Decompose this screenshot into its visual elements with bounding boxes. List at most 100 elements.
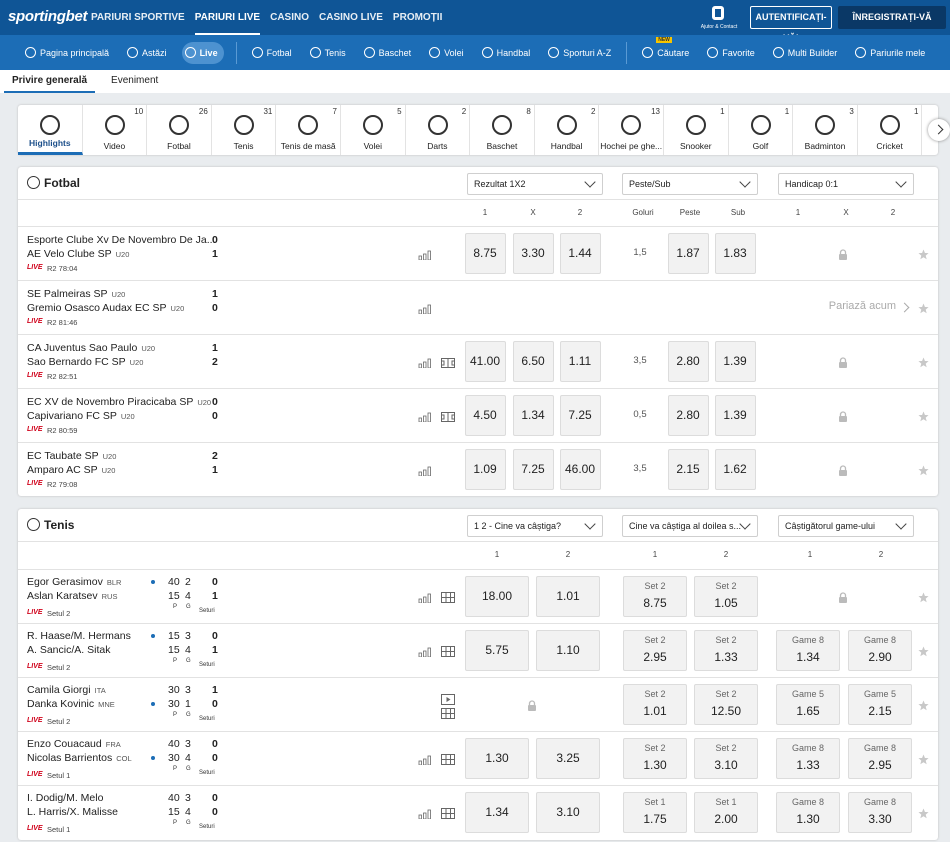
stats-icon[interactable] xyxy=(418,463,432,481)
help-link[interactable]: Ajutor & Contact xyxy=(700,24,738,30)
login-button[interactable]: AUTENTIFICAȚI-VĂ! xyxy=(750,6,832,43)
set-odds-button[interactable]: Set 2 3.10 xyxy=(694,738,758,779)
stats-icon[interactable] xyxy=(418,301,432,319)
sub-nav-item[interactable]: Căutare NEW xyxy=(639,36,692,64)
nav-link[interactable]: PROMOȚII xyxy=(392,12,443,23)
register-button[interactable]: ÎNREGISTRAȚI-VĂ ACUM! xyxy=(838,6,946,45)
odds-button[interactable]: 1.87 xyxy=(667,233,709,274)
sport-item[interactable]: Baschet 8 xyxy=(470,105,535,155)
favorite-star[interactable] xyxy=(918,301,929,319)
set-odds-button[interactable]: Set 2 1.05 xyxy=(694,576,758,617)
market-dropdown[interactable]: 1 2 - Cine va câștiga? xyxy=(467,515,603,537)
stats-icon[interactable] xyxy=(418,247,432,265)
odds-button[interactable]: 1.39 xyxy=(714,341,756,382)
sport-item[interactable]: Fotbal 26 xyxy=(147,105,212,155)
sub-nav-item[interactable]: Pariurile mele xyxy=(852,42,928,64)
sport-item[interactable]: Darts 2 xyxy=(406,105,471,155)
odds-button[interactable]: 5.75 xyxy=(465,630,529,671)
odds-button[interactable]: 18.00 xyxy=(465,576,529,617)
market-dropdown[interactable]: Rezultat 1X2 xyxy=(467,173,603,195)
logo[interactable]: sportingbet xyxy=(8,8,88,25)
set-odds-button[interactable]: Set 2 2.95 xyxy=(623,630,687,671)
odds-button[interactable]: 1.83 xyxy=(714,233,756,274)
odds-button[interactable]: 4.50 xyxy=(464,395,506,436)
odds-button[interactable]: 2.15 xyxy=(667,449,709,490)
favorite-star[interactable] xyxy=(918,752,929,770)
odds-button[interactable]: 1.44 xyxy=(559,233,601,274)
odds-button[interactable]: 46.00 xyxy=(559,449,601,490)
sub-nav-item[interactable]: Favorite xyxy=(704,42,758,64)
odds-button[interactable]: 1.09 xyxy=(464,449,506,490)
odds-button[interactable]: 7.25 xyxy=(512,449,554,490)
sport-item[interactable]: Golf 1 xyxy=(729,105,794,155)
odds-button[interactable]: 1.11 xyxy=(559,341,601,382)
game-odds-button[interactable]: Game 8 1.33 xyxy=(776,738,840,779)
sub-nav-item[interactable]: Live xyxy=(181,41,224,64)
sub-nav-item[interactable]: Volei xyxy=(426,42,467,64)
sport-item[interactable]: Tenis 31 xyxy=(212,105,277,155)
market-dropdown[interactable]: Peste/Sub xyxy=(622,173,758,195)
odds-button[interactable]: 3.30 xyxy=(512,233,554,274)
grid-icon[interactable] xyxy=(441,706,455,724)
odds-button[interactable]: 1.10 xyxy=(536,630,600,671)
carousel-next[interactable] xyxy=(928,119,950,141)
set-odds-button[interactable]: Set 2 1.30 xyxy=(623,738,687,779)
nav-link[interactable]: PARIURI LIVE xyxy=(194,0,261,35)
sport-item[interactable]: Hochei pe ghe... 13 xyxy=(599,105,664,155)
stats-icon[interactable] xyxy=(418,806,432,824)
nav-link[interactable]: CASINO LIVE xyxy=(319,12,383,23)
favorite-star[interactable] xyxy=(918,247,929,265)
favorite-star[interactable] xyxy=(918,806,929,824)
field-icon[interactable] xyxy=(441,409,455,427)
sport-item[interactable]: Tenis de masă 7 xyxy=(276,105,341,155)
market-dropdown[interactable]: Handicap 0:1 xyxy=(778,173,914,195)
stats-icon[interactable] xyxy=(418,752,432,770)
set-odds-button[interactable]: Set 2 8.75 xyxy=(623,576,687,617)
game-odds-button[interactable]: Game 8 1.34 xyxy=(776,630,840,671)
stats-icon[interactable] xyxy=(418,644,432,662)
nav-link[interactable]: CASINO xyxy=(270,12,310,23)
sub-nav-item[interactable]: Sporturi A-Z xyxy=(545,42,614,64)
sport-item[interactable]: Snooker 1 xyxy=(664,105,729,155)
odds-button[interactable]: 1.34 xyxy=(512,395,554,436)
grid-icon[interactable] xyxy=(441,806,455,824)
game-odds-button[interactable]: Game 5 2.15 xyxy=(848,684,912,725)
stats-icon[interactable] xyxy=(418,355,432,373)
field-icon[interactable] xyxy=(441,355,455,373)
sport-item[interactable]: Video 10 xyxy=(83,105,148,155)
odds-button[interactable]: 41.00 xyxy=(464,341,506,382)
sport-item[interactable]: Cricket 1 xyxy=(858,105,923,155)
odds-button[interactable]: 1.62 xyxy=(714,449,756,490)
set-odds-button[interactable]: Set 2 12.50 xyxy=(694,684,758,725)
favorite-star[interactable] xyxy=(918,698,929,716)
odds-button[interactable]: 1.01 xyxy=(536,576,600,617)
odds-button[interactable]: 2.80 xyxy=(667,341,709,382)
stats-icon[interactable] xyxy=(418,590,432,608)
set-odds-button[interactable]: Set 1 1.75 xyxy=(623,792,687,833)
odds-button[interactable]: 1.39 xyxy=(714,395,756,436)
sport-item[interactable]: Volei 5 xyxy=(341,105,406,155)
odds-button[interactable]: 6.50 xyxy=(512,341,554,382)
market-dropdown[interactable]: Câștigătorul game-ului xyxy=(778,515,914,537)
grid-icon[interactable] xyxy=(441,752,455,770)
sub-nav-item[interactable]: Handbal xyxy=(479,42,534,64)
sub-nav-item[interactable]: Astăzi xyxy=(124,42,170,64)
nav-link[interactable]: PARIURI SPORTIVE xyxy=(91,12,185,23)
game-odds-button[interactable]: Game 8 3.30 xyxy=(848,792,912,833)
sub-nav-item[interactable]: Multi Builder xyxy=(770,42,841,64)
bet-now[interactable]: Pariază acum xyxy=(829,300,910,312)
game-odds-button[interactable]: Game 8 2.90 xyxy=(848,630,912,671)
grid-icon[interactable] xyxy=(441,590,455,608)
odds-button[interactable]: 3.25 xyxy=(536,738,600,779)
game-odds-button[interactable]: Game 5 1.65 xyxy=(776,684,840,725)
favorite-star[interactable] xyxy=(918,409,929,427)
odds-button[interactable]: 2.80 xyxy=(667,395,709,436)
sport-item[interactable]: Handbal 2 xyxy=(535,105,600,155)
set-odds-button[interactable]: Set 2 1.01 xyxy=(623,684,687,725)
set-odds-button[interactable]: Set 1 2.00 xyxy=(694,792,758,833)
set-odds-button[interactable]: Set 2 1.33 xyxy=(694,630,758,671)
favorite-star[interactable] xyxy=(918,644,929,662)
odds-button[interactable]: 8.75 xyxy=(464,233,506,274)
sport-item[interactable]: Highlights xyxy=(18,105,83,155)
tab[interactable]: Privire generală xyxy=(4,70,96,93)
